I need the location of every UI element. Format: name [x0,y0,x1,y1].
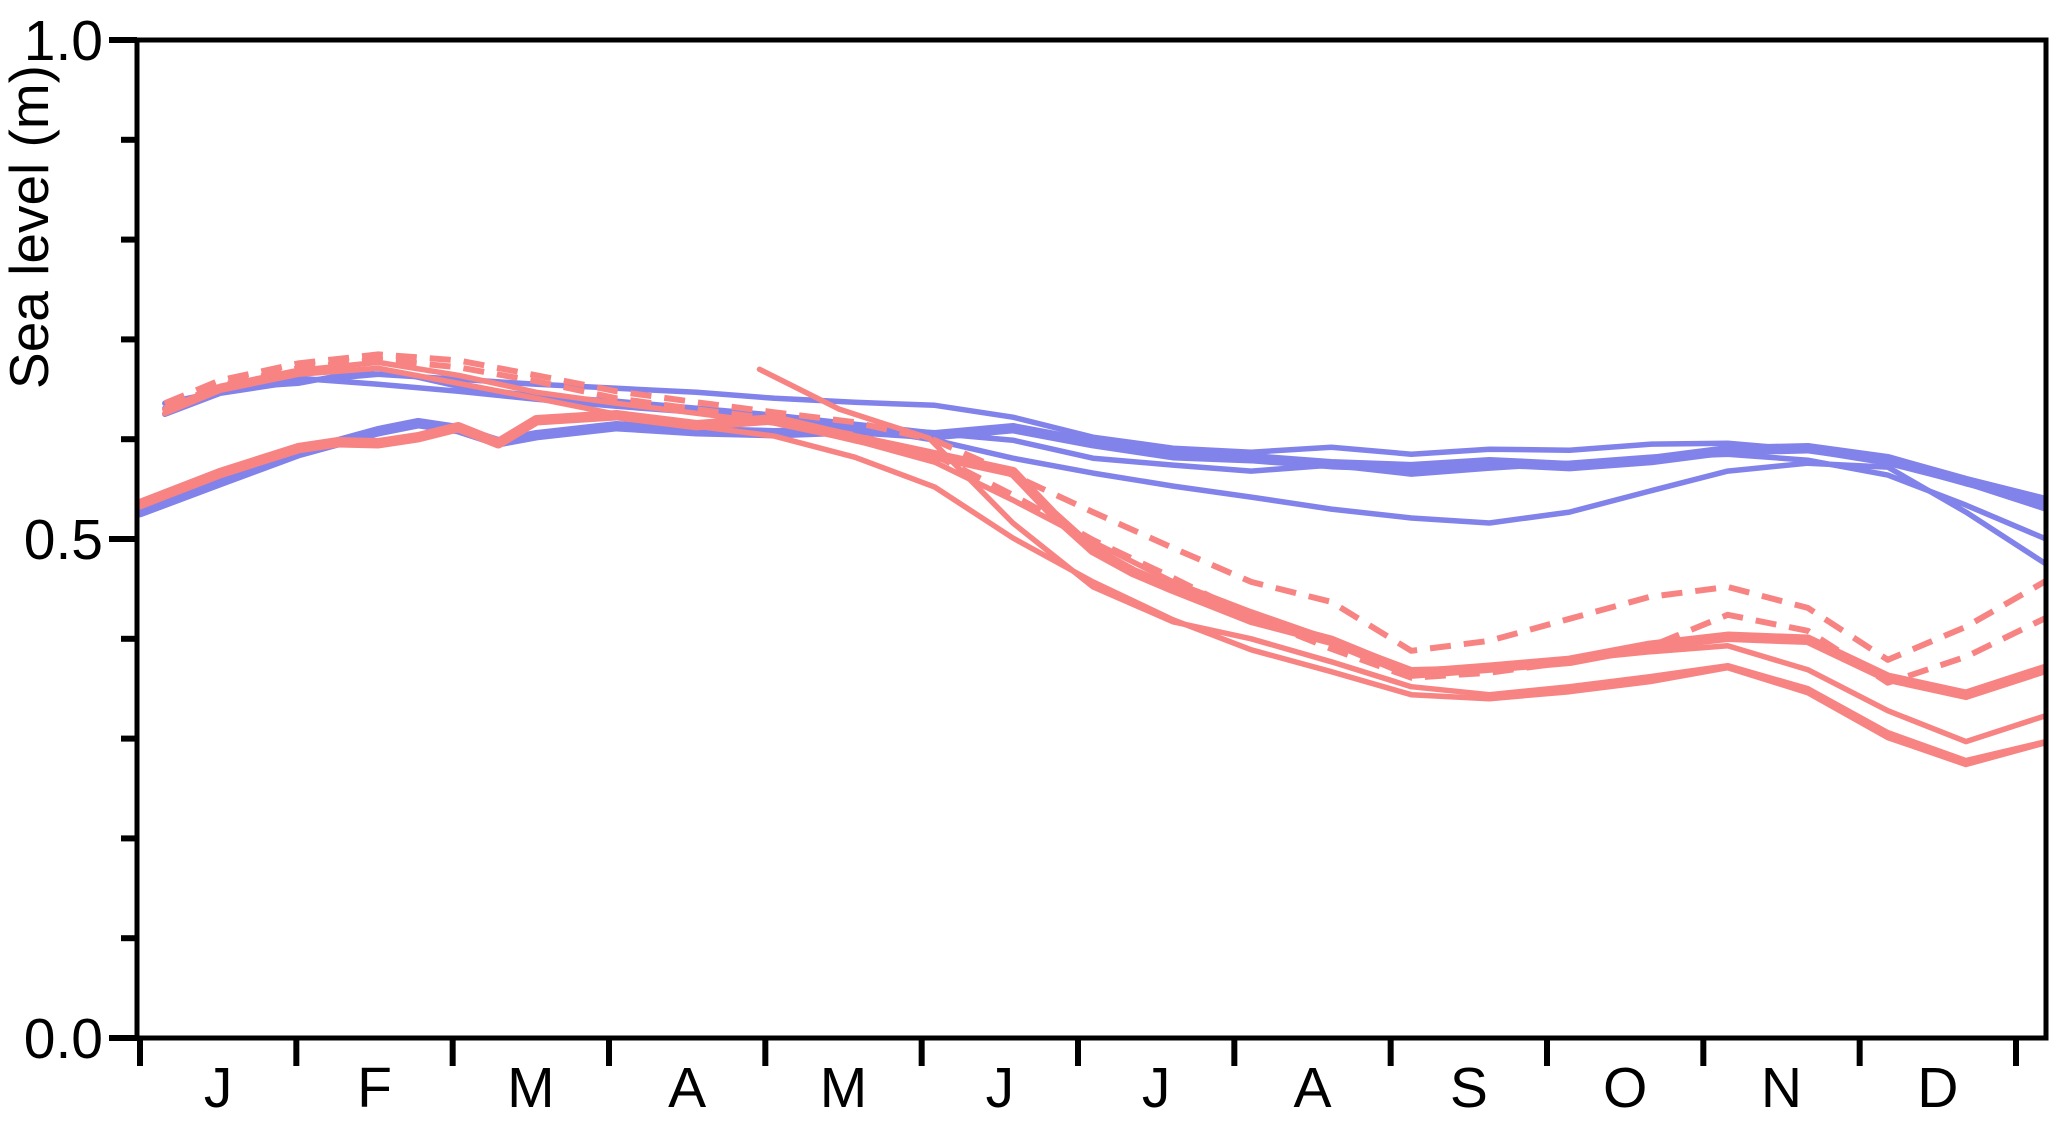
y-axis-tick-labels: 0.0 0.5 1.0 [24,9,103,1071]
x-tick-label: A [1293,1056,1331,1120]
x-tick-label: N [1761,1056,1802,1120]
y-tick-label: 0.0 [24,1007,103,1071]
x-tick-label: S [1450,1056,1488,1120]
series-blue-thin-1 [162,371,2046,512]
y-tick-label: 1.0 [24,9,103,73]
x-tick-label: M [820,1056,867,1120]
data-series [137,351,2046,768]
series-red-dashed-1 [163,351,2046,663]
series-red-thin-3-late-start [756,366,2046,764]
x-tick-label: A [668,1056,706,1120]
series-blue-thin-3 [162,375,2046,567]
x-tick-label: J [204,1056,233,1120]
x-tick-label: O [1603,1056,1647,1120]
x-tick-label: M [507,1056,554,1120]
x-axis-ticks [137,1038,2019,1066]
y-tick-label: 0.5 [24,508,103,572]
series-red-dashed-2 [163,356,2046,686]
x-tick-label: J [1142,1056,1171,1120]
x-tick-label: F [357,1056,392,1120]
y-axis-ticks [109,37,137,1041]
x-tick-label: D [1917,1056,1958,1120]
x-tick-label: J [986,1056,1015,1120]
series-blue-thin-2 [162,365,2046,542]
y-axis-title: Sea level (m) [0,65,60,389]
